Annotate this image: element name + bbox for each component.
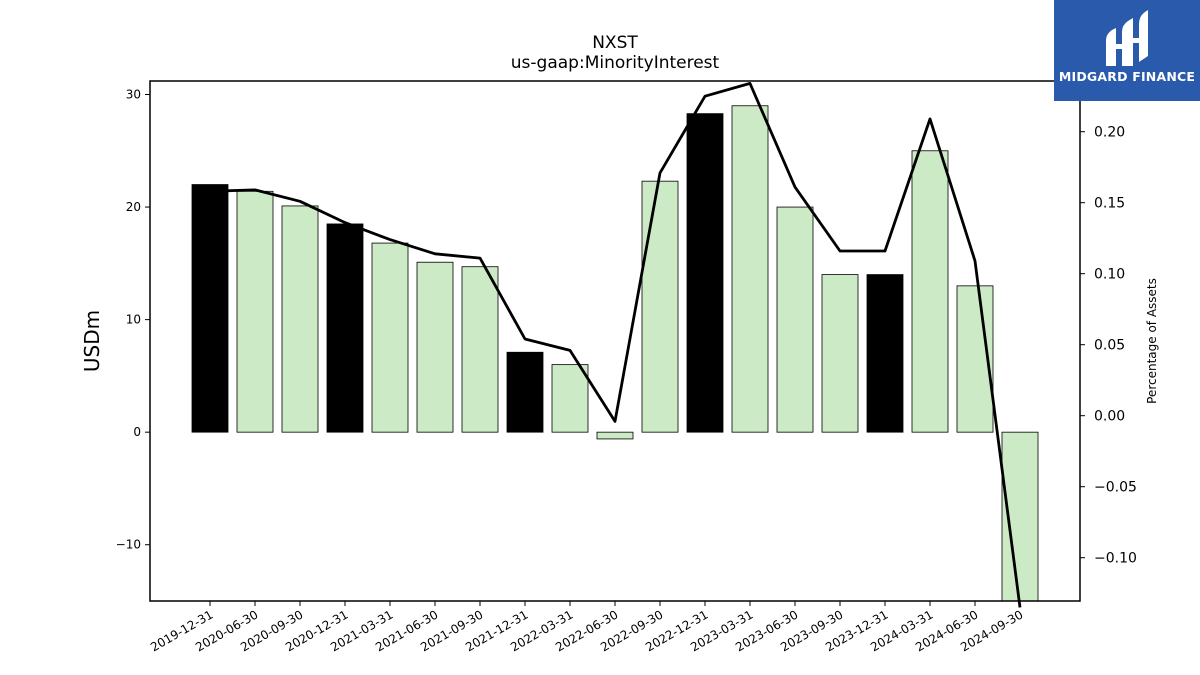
bar xyxy=(371,242,409,433)
bar xyxy=(641,180,679,433)
y2-tick-label: 0.20 xyxy=(1094,125,1125,141)
y-tick-label: 30 xyxy=(126,88,141,102)
y2-tick-label: 0.05 xyxy=(1094,338,1125,354)
y2-axis: −0.10 −0.05 0.00 0.05 0.10 0.15 0.20 xyxy=(1080,125,1137,567)
bar xyxy=(731,105,769,433)
bar xyxy=(596,431,634,440)
y2-tick-label: −0.10 xyxy=(1094,551,1137,567)
bars-layer xyxy=(191,105,1039,602)
bar xyxy=(281,205,319,433)
bar xyxy=(866,274,904,433)
bar xyxy=(911,150,949,433)
bar xyxy=(236,190,274,433)
y2-axis-label: Percentage of Assets xyxy=(1145,278,1159,404)
y-tick-label: −10 xyxy=(116,538,141,552)
y-tick-label: 10 xyxy=(126,313,141,327)
bar xyxy=(191,184,229,433)
bar xyxy=(326,223,364,433)
y-tick-label: 20 xyxy=(126,200,141,214)
line-layer xyxy=(209,82,1022,608)
brand-logo: MIDGARD FINANCE xyxy=(1054,0,1200,101)
bar xyxy=(776,206,814,433)
bar xyxy=(686,113,724,433)
y-tick-label: 0 xyxy=(133,425,141,439)
y-axis-label: USDm xyxy=(80,310,104,372)
y2-tick-label: 0.15 xyxy=(1094,196,1125,212)
percentage-line xyxy=(209,82,1022,608)
chart-subtitle: us-gaap:MinorityInterest xyxy=(511,53,720,73)
y2-tick-label: 0.00 xyxy=(1094,409,1125,425)
bar xyxy=(461,266,499,433)
y2-tick-label: 0.10 xyxy=(1094,267,1125,283)
y2-tick-label: −0.05 xyxy=(1094,480,1137,496)
logo-text: MIDGARD FINANCE xyxy=(1058,69,1196,84)
logo-mark-icon xyxy=(1106,10,1148,66)
y-axis: −10 0 10 20 30 xyxy=(116,88,150,552)
bar xyxy=(506,351,544,433)
bar xyxy=(551,364,589,433)
bar xyxy=(416,261,454,433)
x-axis: 2019-12-312020-06-302020-09-302020-12-31… xyxy=(148,601,1026,654)
chart-title: NXST xyxy=(592,33,638,53)
bar xyxy=(821,274,859,433)
